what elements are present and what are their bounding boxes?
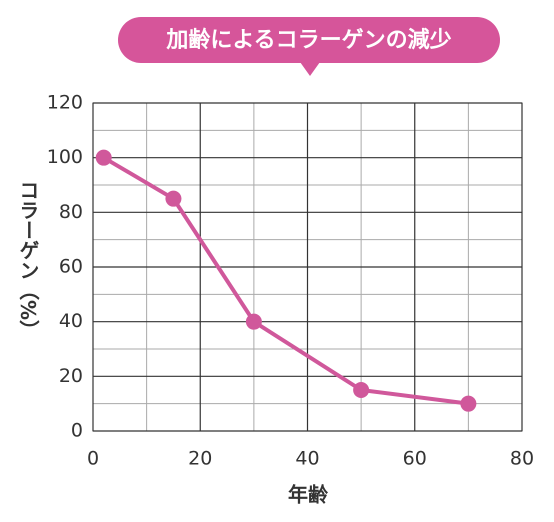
point	[245, 313, 262, 330]
y-axis-label: コラーゲン（%）	[16, 180, 40, 341]
title-bubble	[118, 17, 500, 63]
chart-title: 加齢によるコラーゲンの減少	[165, 27, 451, 53]
y-tick-label: 120	[47, 92, 83, 114]
x-tick-label: 0	[87, 448, 99, 470]
y-tick-label: 0	[71, 420, 83, 442]
x-axis-label: 年齢	[288, 483, 329, 507]
point	[95, 149, 112, 166]
x-tick-label: 40	[295, 448, 319, 470]
point	[353, 382, 370, 398]
x-tick-label: 60	[403, 448, 427, 470]
x-tick-label: 80	[510, 448, 534, 470]
title-tail	[300, 62, 320, 76]
y-tick-label: 40	[59, 310, 83, 332]
point	[165, 190, 182, 207]
y-tick-label: 100	[47, 146, 83, 168]
y-tick-label: 80	[59, 201, 83, 223]
point	[460, 395, 477, 412]
x-tick-label: 20	[188, 448, 212, 470]
y-tick-label: 20	[59, 365, 83, 387]
y-tick-label: 60	[59, 256, 83, 278]
